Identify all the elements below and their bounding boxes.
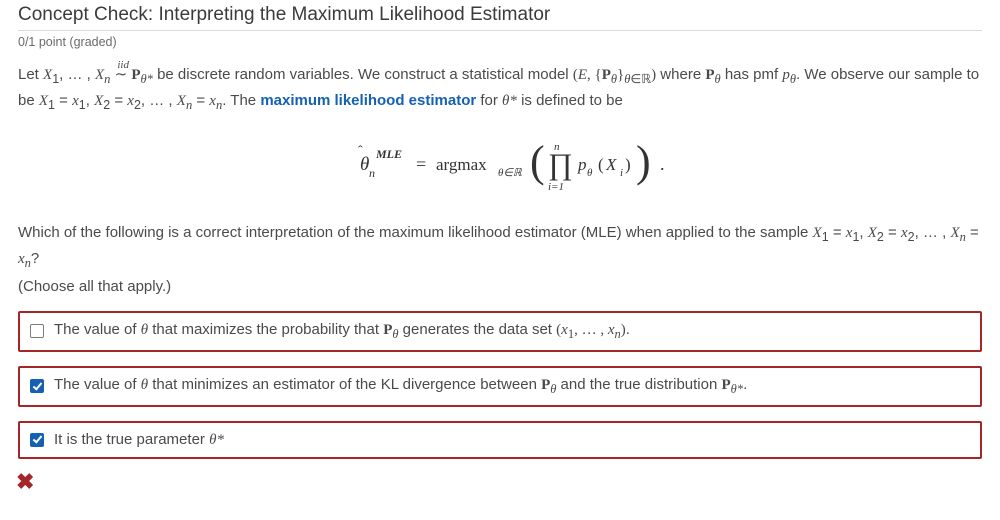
answer-option-0[interactable]: The value of θ that maximizes the probab… [18, 311, 982, 352]
option-label-0: The value of θ that maximizes the probab… [54, 321, 630, 342]
svg-text:n: n [369, 166, 375, 180]
checkbox-1[interactable] [30, 379, 44, 393]
choose-hint: (Choose all that apply.) [18, 278, 982, 295]
svg-text:(: ( [530, 137, 545, 186]
answer-option-1[interactable]: The value of θ that minimizes an estimat… [18, 366, 982, 407]
intro-paragraph: Let X1, … , Xn iid∼ Pθ* be discrete rand… [18, 63, 982, 116]
svg-text:θ: θ [587, 167, 593, 179]
svg-text:i=1: i=1 [548, 181, 564, 193]
svg-text:ˆ: ˆ [358, 144, 363, 159]
formula-display: θ ˆ n MLE = argmax θ∈ℝ ( ∏ n i=1 p θ ( X… [18, 134, 982, 203]
title-bar: Concept Check: Interpreting the Maximum … [18, 4, 982, 31]
svg-text:): ) [636, 137, 651, 186]
options-list: The value of θ that maximizes the probab… [18, 311, 982, 459]
mle-formula-svg: θ ˆ n MLE = argmax θ∈ℝ ( ∏ n i=1 p θ ( X… [320, 134, 680, 198]
checkbox-2[interactable] [30, 433, 44, 447]
svg-text:(: ( [598, 155, 604, 174]
svg-text:∏: ∏ [548, 148, 573, 181]
problem-container: Concept Check: Interpreting the Maximum … [0, 0, 1000, 505]
svg-text:X: X [605, 155, 617, 174]
points-line: 0/1 point (graded) [18, 35, 982, 49]
option-label-1: The value of θ that minimizes an estimat… [54, 376, 747, 397]
checkbox-0[interactable] [30, 324, 44, 338]
svg-text:p: p [577, 155, 587, 174]
svg-text:): ) [625, 155, 631, 174]
problem-title: Concept Check: Interpreting the Maximum … [18, 4, 982, 26]
svg-text:.: . [660, 154, 665, 174]
option-label-2: It is the true parameter θ* [54, 431, 224, 449]
svg-text:n: n [554, 141, 560, 153]
svg-text:i: i [620, 167, 623, 179]
svg-text:θ∈ℝ: θ∈ℝ [498, 167, 523, 179]
svg-text:=: = [416, 154, 426, 174]
question-text: Which of the following is a correct inte… [18, 221, 982, 274]
svg-text:argmax: argmax [436, 155, 487, 174]
answer-option-2[interactable]: It is the true parameter θ* [18, 421, 982, 459]
svg-text:MLE: MLE [375, 147, 402, 161]
incorrect-icon: ✖ [16, 469, 982, 495]
